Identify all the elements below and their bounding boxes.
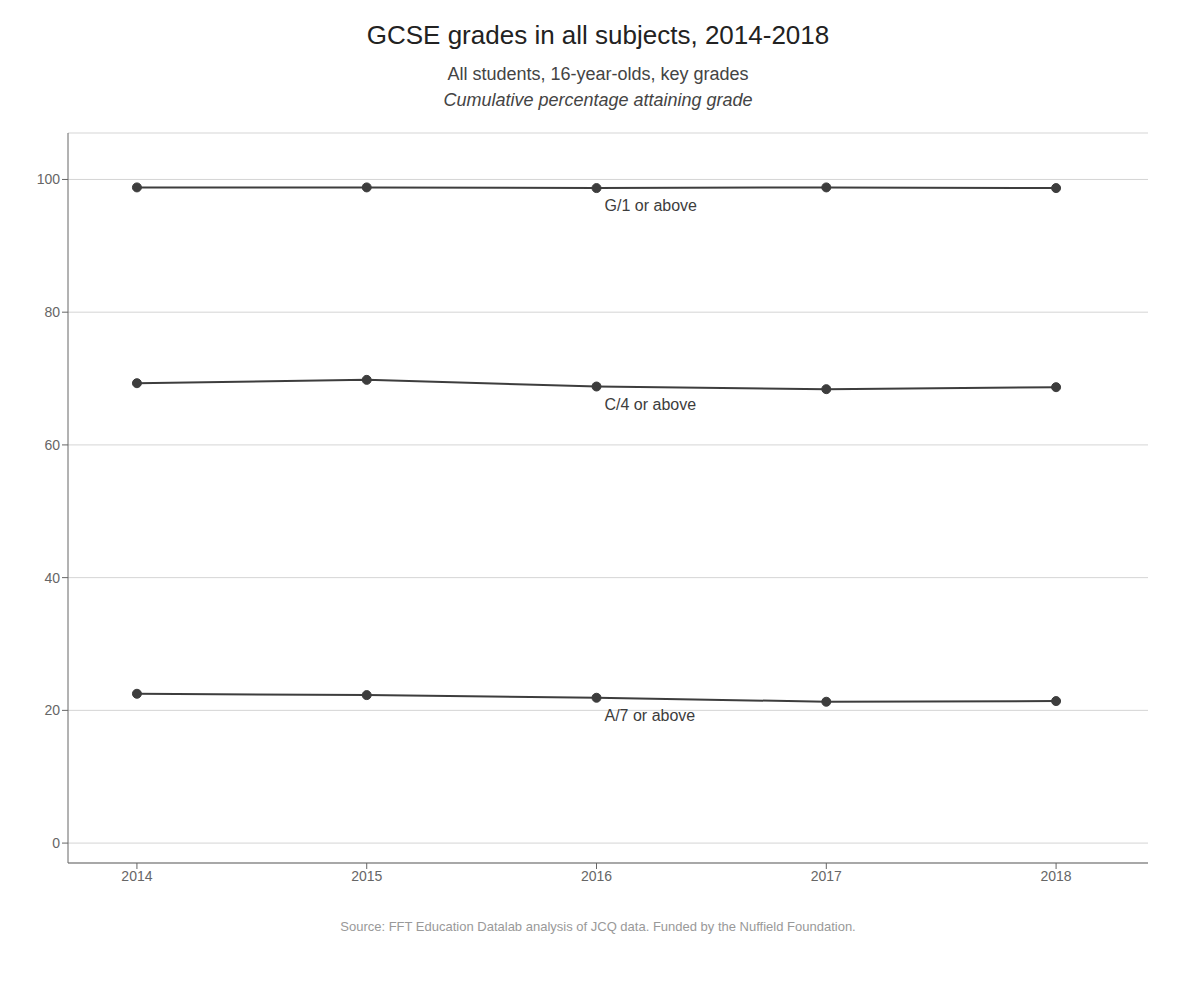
svg-text:0: 0 xyxy=(52,835,60,851)
svg-text:100: 100 xyxy=(37,171,61,187)
html-text:GCSE grades in all subjects, 2: GCSE grades in all subjects, 2014-2018 xyxy=(366,20,830,50)
svg-text:2016: 2016 xyxy=(581,868,612,884)
svg-text:2017: 2017 xyxy=(811,868,842,884)
svg-text:C/4 or above: C/4 or above xyxy=(605,396,697,413)
svg-text:2015: 2015 xyxy=(351,868,382,884)
svg-text:40: 40 xyxy=(44,570,60,586)
svg-text:A/7 or above: A/7 or above xyxy=(605,707,696,724)
svg-text:2018: 2018 xyxy=(1041,868,1072,884)
svg-text:60: 60 xyxy=(44,437,60,453)
svg-text:2014: 2014 xyxy=(121,868,152,884)
svg-text:G/1 or above: G/1 or above xyxy=(605,197,698,214)
html-text:Source: FFT Education Datalab: Source: FFT Education Datalab analysis o… xyxy=(340,919,856,934)
svg-text:80: 80 xyxy=(44,304,60,320)
html-text:Cumulative percentage attainin: Cumulative percentage attaining grade xyxy=(443,90,753,110)
html-text:All students, 16-year-olds, ke: All students, 16-year-olds, key grades xyxy=(447,64,749,84)
svg-text:20: 20 xyxy=(44,702,60,718)
